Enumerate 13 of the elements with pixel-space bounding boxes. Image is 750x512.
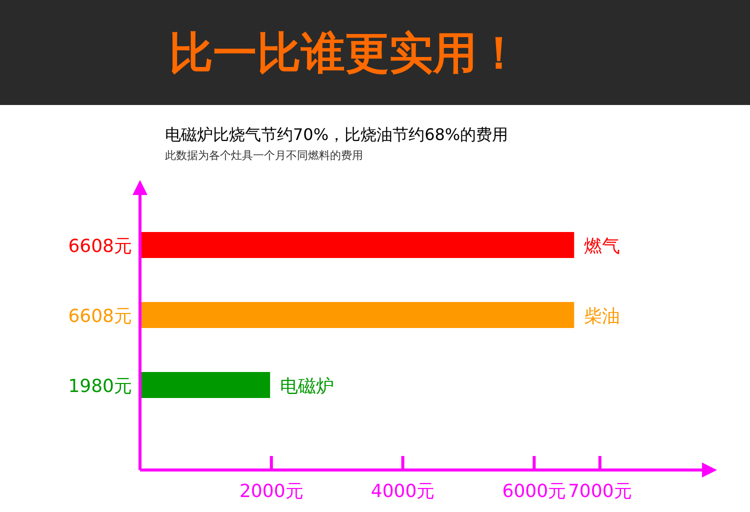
y-tick-label: 电磁炉 [280,376,334,397]
data-label: 1980元 [68,376,132,397]
chart-subtitle: 电磁炉比烧气节约70%，比烧油节约68%的费用 [165,125,508,144]
x-tick-label: 7000元 [568,481,632,502]
x-tick-label: 4000元 [370,481,435,502]
data-label: 6608元 [68,236,132,257]
text: 此数据为各个灶具一个月不同燃料的费用 [165,149,363,162]
chart-title: 比一比谁更实用！ [169,28,521,79]
x-tick-label: 2000元 [239,481,304,502]
data-label: 6608元 [68,306,132,327]
y-tick-label: 柴油 [584,306,620,327]
x-tick-label: 6000元 [502,481,566,502]
y-tick-label: 燃气 [584,236,620,257]
